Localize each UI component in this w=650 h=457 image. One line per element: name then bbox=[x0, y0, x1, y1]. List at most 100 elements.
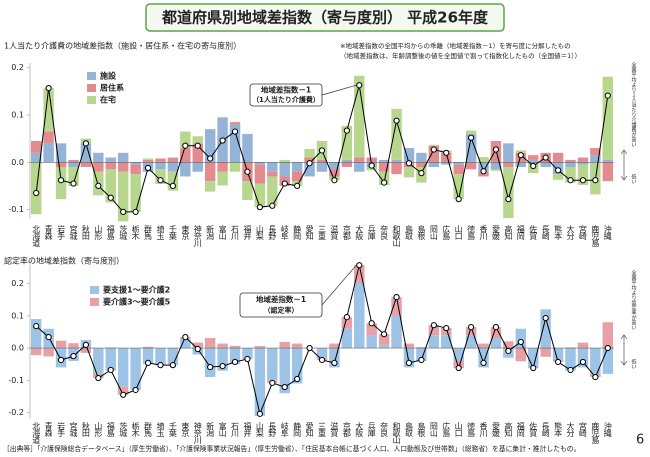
bar-segment bbox=[391, 159, 402, 163]
bar-segment bbox=[279, 162, 290, 177]
bar-segment bbox=[490, 338, 502, 349]
index-point bbox=[132, 208, 139, 216]
x-tick-label: 和歌山 bbox=[392, 422, 401, 445]
bar-segment bbox=[242, 181, 253, 201]
x-tick-label: 山口 bbox=[454, 421, 463, 437]
index-point bbox=[542, 154, 549, 161]
x-tick-label: 東京 bbox=[181, 224, 190, 241]
bar-segment bbox=[254, 346, 266, 349]
index-point bbox=[554, 167, 562, 174]
x-tick-label: 和歌山 bbox=[392, 225, 401, 248]
bar-segment bbox=[354, 157, 365, 163]
index-point bbox=[542, 314, 549, 322]
x-tick-label: 福島 bbox=[106, 225, 115, 241]
x-tick-label: 茨城 bbox=[119, 421, 128, 438]
bar-segment bbox=[378, 344, 390, 349]
x-tick-label: 岐阜 bbox=[280, 224, 289, 241]
index-point bbox=[530, 162, 537, 170]
bar-segment bbox=[540, 309, 551, 349]
x-tick-label: 愛知 bbox=[305, 224, 314, 241]
bar-segment bbox=[142, 348, 154, 365]
bar-segment bbox=[192, 342, 203, 349]
x-tick-label: 鳥取 bbox=[404, 224, 413, 241]
legend-label: 施設 bbox=[100, 71, 117, 81]
x-tick-label: 石川 bbox=[231, 422, 240, 437]
callout-box bbox=[239, 292, 323, 318]
bar-segment bbox=[453, 348, 464, 361]
bar-segment bbox=[304, 162, 315, 177]
x-tick-label: 千葉 bbox=[168, 421, 177, 438]
index-point bbox=[182, 142, 189, 149]
bar-segment bbox=[316, 348, 328, 358]
bar-segment bbox=[428, 144, 440, 146]
x-tick-label: 長野 bbox=[268, 422, 277, 437]
bar-segment bbox=[590, 155, 601, 163]
x-tick-label: 東京 bbox=[181, 421, 190, 438]
bar-segment bbox=[55, 143, 67, 163]
bar-segment bbox=[565, 159, 576, 163]
index-point bbox=[219, 363, 226, 370]
x-tick-label: 福井 bbox=[243, 422, 252, 438]
index-point bbox=[604, 92, 611, 99]
index-point bbox=[356, 82, 363, 89]
bar-segment bbox=[117, 171, 129, 222]
index-point bbox=[107, 366, 114, 374]
side-arrow-head bbox=[620, 334, 628, 366]
x-tick-label: 岡山 bbox=[429, 422, 438, 438]
side-arrow-head bbox=[620, 149, 628, 181]
x-tick-label: 富山 bbox=[218, 224, 227, 241]
index-point bbox=[492, 324, 500, 331]
bar-segment bbox=[142, 158, 154, 160]
index-point bbox=[554, 358, 562, 366]
bar-segment bbox=[68, 162, 79, 167]
legend-swatch bbox=[87, 72, 96, 80]
bar-segment bbox=[391, 108, 402, 160]
bar-segment bbox=[528, 348, 539, 368]
x-tick-label: 宮崎 bbox=[578, 421, 587, 437]
index-point bbox=[393, 294, 400, 301]
bar-segment bbox=[503, 143, 514, 163]
x-tick-label: 青森 bbox=[44, 224, 53, 241]
index-point bbox=[604, 344, 611, 352]
x-tick-label: 福島 bbox=[106, 422, 115, 438]
bar-segment bbox=[490, 169, 502, 171]
bar-segment bbox=[465, 162, 477, 170]
index-point bbox=[430, 322, 437, 329]
x-tick-label: 岩手 bbox=[57, 421, 66, 438]
bar-segment bbox=[316, 162, 328, 172]
bar-segment bbox=[130, 164, 141, 175]
x-tick-label: 青森 bbox=[44, 421, 53, 438]
bar-segment bbox=[105, 347, 116, 349]
index-point bbox=[70, 180, 77, 187]
bar-segment bbox=[428, 145, 440, 163]
index-point bbox=[157, 362, 164, 369]
x-tick-label: 岩手 bbox=[57, 224, 66, 241]
bar-segment bbox=[30, 152, 42, 163]
bar-segment bbox=[229, 348, 241, 365]
bar-segment bbox=[329, 343, 340, 349]
bar-segment bbox=[403, 348, 415, 368]
page-number: 6 bbox=[636, 433, 644, 448]
index-point bbox=[281, 180, 288, 187]
bar-segment bbox=[267, 176, 278, 206]
title-box bbox=[145, 3, 505, 32]
bar-segment bbox=[428, 335, 440, 349]
x-tick-label: 埼玉 bbox=[156, 224, 165, 240]
bar-segment bbox=[565, 162, 576, 167]
bar-segment bbox=[155, 162, 166, 170]
index-point bbox=[194, 345, 201, 353]
bar-segment bbox=[577, 348, 589, 368]
bar-segment bbox=[254, 162, 266, 165]
index-point bbox=[368, 320, 375, 327]
index-point bbox=[244, 168, 251, 175]
index-point bbox=[132, 386, 139, 394]
index-point bbox=[144, 359, 152, 366]
index-point bbox=[468, 324, 475, 331]
legend-swatch bbox=[87, 84, 96, 92]
x-tick-label: 長崎 bbox=[541, 225, 550, 240]
callout-text: 地域差指数－1 bbox=[256, 294, 306, 304]
bar-segment bbox=[453, 174, 464, 200]
bar-segment bbox=[204, 181, 216, 192]
callout-leader bbox=[321, 264, 357, 306]
bar-segment bbox=[217, 162, 228, 172]
